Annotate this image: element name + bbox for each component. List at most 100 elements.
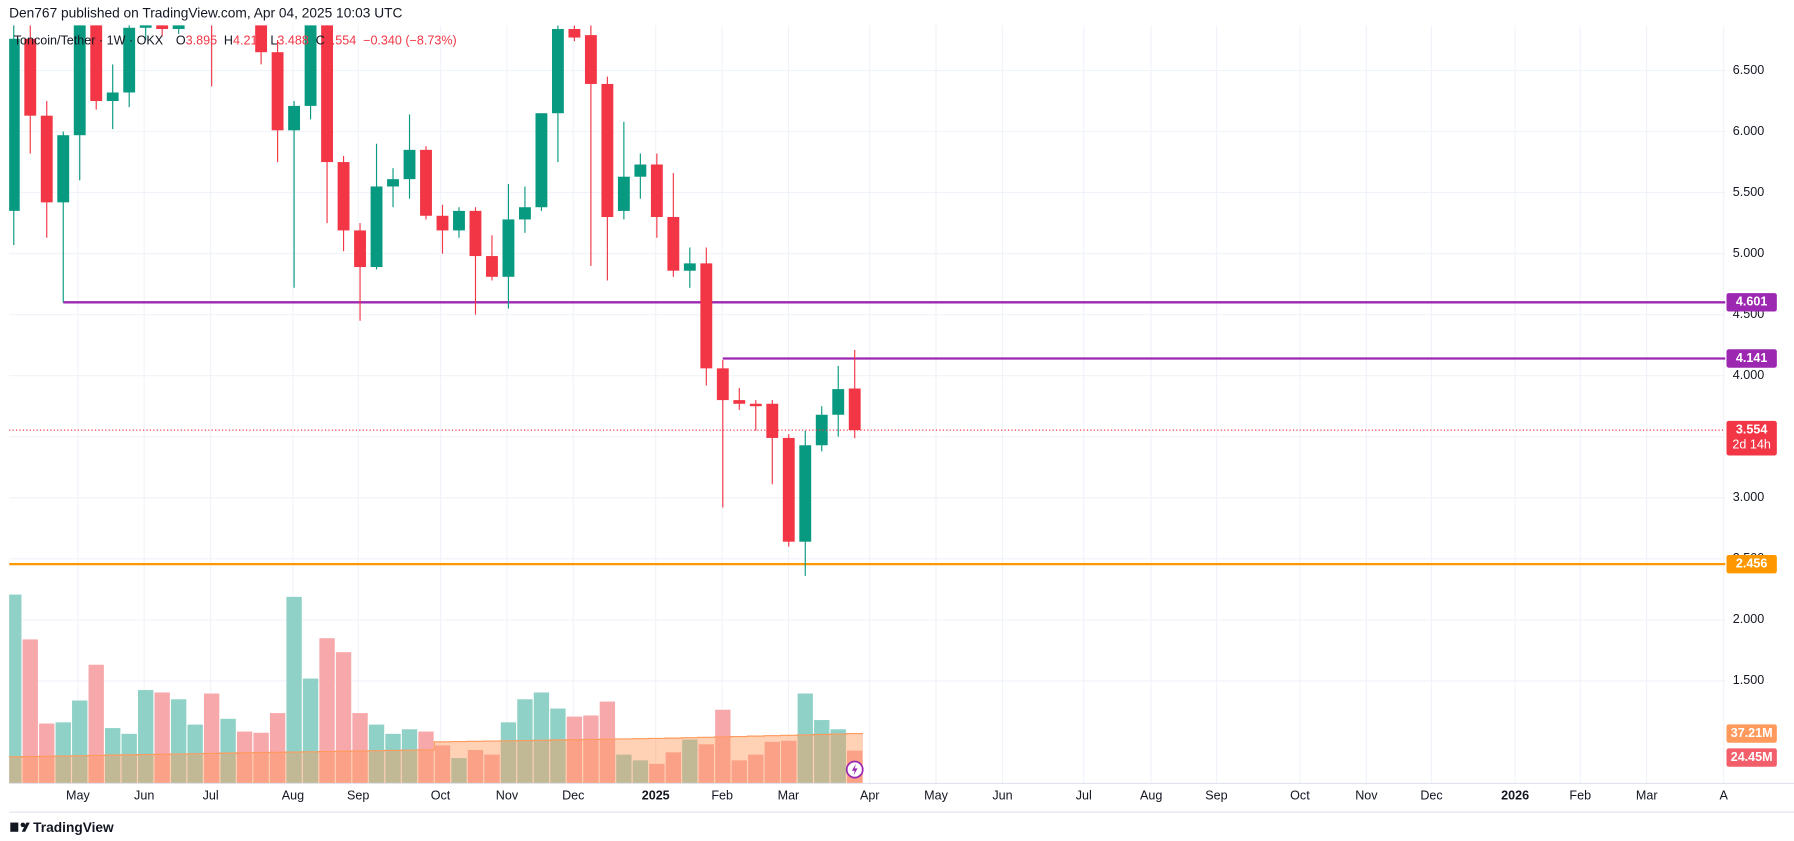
axes: 1.5002.0002.5003.0003.5004.0004.5005.000…	[66, 63, 1777, 802]
candle-body	[57, 135, 70, 203]
candle-body	[716, 368, 729, 401]
volume-bar	[533, 692, 550, 784]
y-tick-label: 3.000	[1733, 490, 1764, 504]
level-label-bg	[1726, 554, 1777, 574]
volume-bar	[352, 713, 368, 784]
volume-ma-line	[9, 732, 863, 758]
candle-body	[271, 52, 284, 131]
volume-ma-label-bg	[1726, 724, 1777, 743]
candle-body	[123, 27, 136, 93]
grid	[9, 25, 1726, 784]
volume-bar	[814, 720, 830, 784]
volume-bar	[748, 754, 764, 784]
ohlc-prefix: O	[176, 34, 186, 48]
x-tick-label: Apr	[860, 788, 880, 802]
candle-body	[24, 38, 37, 116]
candle-body	[683, 263, 696, 271]
level-label-bg	[1726, 293, 1777, 312]
candle-body	[156, 25, 169, 30]
candle-body	[354, 230, 366, 268]
volume-bar	[682, 739, 698, 784]
volume-ma-area	[9, 733, 863, 784]
candle-body	[848, 388, 861, 431]
volume-bar	[170, 699, 187, 784]
volume-bar	[88, 664, 104, 784]
volume-ma-label: 37.21M	[1731, 726, 1773, 740]
volume-bar	[253, 732, 269, 784]
volume-bar	[286, 596, 302, 784]
x-tick-label: 2026	[1501, 788, 1529, 802]
volume-bar	[731, 760, 747, 784]
event-icon	[845, 760, 864, 779]
volume-bar	[434, 745, 451, 784]
volume-bar	[500, 722, 517, 784]
ohlc-value: 3.895	[186, 34, 217, 48]
candle-body	[601, 83, 614, 217]
volume-bar	[830, 729, 846, 784]
candle-body	[486, 256, 498, 277]
volume-bar	[121, 733, 137, 784]
candle-body	[782, 437, 795, 542]
volume-bar	[72, 700, 88, 784]
y-tick-label: 6.000	[1733, 124, 1764, 138]
volume-bar	[649, 763, 665, 784]
volume-bar	[401, 729, 418, 784]
level-label-bg	[1726, 349, 1777, 368]
volume-bar	[517, 699, 533, 784]
x-tick-label: Feb	[1569, 788, 1591, 802]
candle-body	[832, 389, 845, 415]
x-tick-label: Feb	[711, 788, 733, 802]
x-tick-label: Nov	[496, 788, 519, 802]
symbol: Toncoin/Tether · 1W · OKX	[14, 34, 164, 48]
candle-body	[255, 25, 268, 53]
candle-body	[519, 207, 531, 220]
last-price-label-bg	[1726, 420, 1777, 456]
volume-bar	[385, 733, 401, 784]
volume-bar	[665, 752, 682, 784]
candle-body	[106, 92, 119, 102]
volume-bar	[236, 731, 253, 784]
x-tick-label: A	[1720, 788, 1729, 802]
x-tick-label: Nov	[1355, 788, 1378, 802]
level-label: 4.141	[1736, 351, 1767, 365]
candle-body	[766, 403, 779, 438]
candle-body	[288, 105, 301, 131]
y-tick-label: 2.000	[1733, 612, 1764, 626]
published-line: Den767 published on TradingView.com, Apr…	[9, 5, 402, 20]
volume-bar	[550, 708, 566, 784]
volume-bar	[203, 693, 220, 784]
level-label: 4.601	[1736, 295, 1767, 309]
candle-body	[502, 219, 515, 277]
volume-bar	[797, 693, 813, 784]
x-tick-label: Aug	[282, 788, 304, 802]
candle-body	[436, 215, 449, 231]
candle-body	[453, 210, 465, 231]
ohlc-value: 3.554	[325, 34, 356, 48]
candle-body	[73, 25, 86, 136]
x-tick-label: 2025	[642, 788, 670, 802]
x-tick-label: May	[924, 788, 948, 802]
volume-bar	[335, 652, 352, 784]
candle-body	[304, 25, 317, 106]
volume-bar	[418, 731, 434, 784]
volume-bar	[22, 639, 38, 784]
candle-body	[321, 25, 334, 163]
candle-body	[139, 25, 152, 28]
volume-bar	[302, 678, 319, 784]
candle-body	[700, 263, 713, 369]
y-tick-label: 6.500	[1733, 63, 1764, 77]
volume-bar	[467, 750, 484, 784]
volume-bar	[368, 724, 385, 784]
candle-body	[568, 29, 581, 38]
candle-body	[667, 216, 680, 271]
volume-bar	[616, 754, 632, 784]
ohlc-prefix: L	[270, 34, 277, 48]
last-price-label: 3.554	[1736, 422, 1767, 436]
volume-bar	[583, 715, 599, 784]
volume-bar	[39, 723, 55, 784]
brand-logo	[10, 822, 30, 832]
y-tick-label: 5.500	[1733, 185, 1764, 199]
level-label: 2.456	[1736, 556, 1767, 570]
candle-body	[40, 115, 53, 203]
